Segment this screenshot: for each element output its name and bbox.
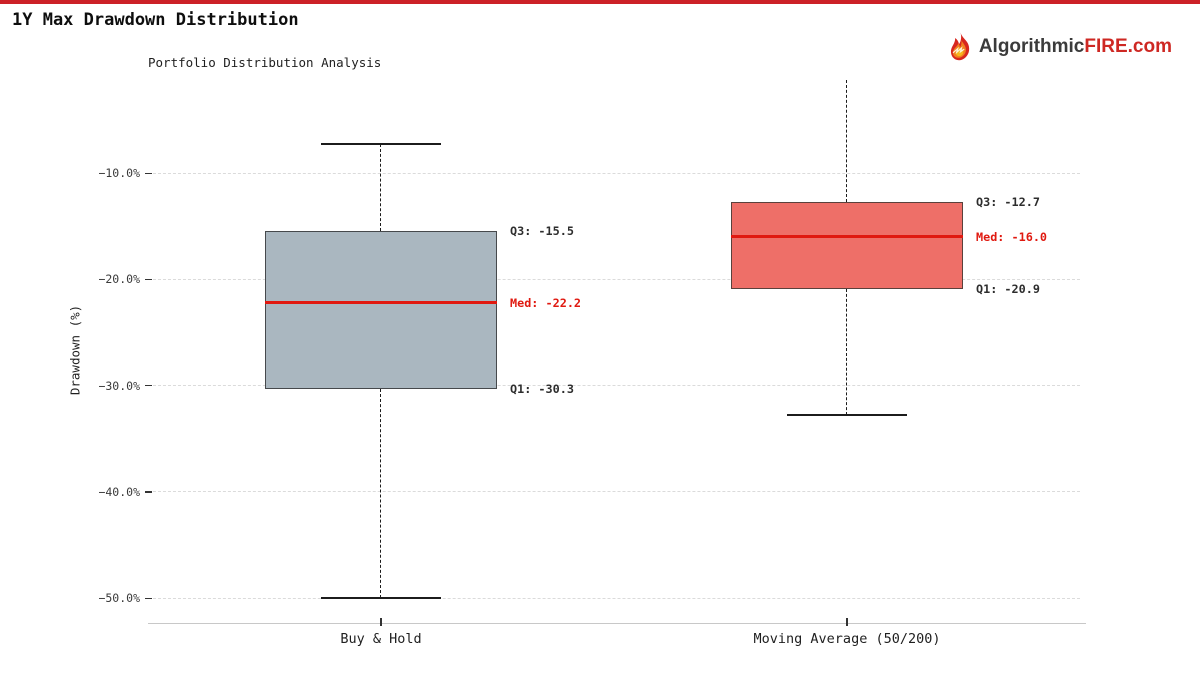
- x-tick-label: Moving Average (50/200): [753, 631, 941, 647]
- flame-icon: [948, 32, 974, 63]
- lower-whisker: [846, 288, 848, 416]
- median-annotation: Med: -16.0: [976, 229, 1048, 244]
- y-gridline: [148, 385, 1080, 386]
- median-line: [731, 235, 963, 239]
- brand-logo: AlgorithmicFIRE.com: [948, 31, 1172, 63]
- y-tick-mark: [145, 491, 152, 493]
- y-gridline: [148, 172, 1080, 174]
- y-tick-mark: [145, 385, 152, 387]
- y-tick-label: −40.0%: [98, 484, 140, 499]
- brand-text: AlgorithmicFIRE.com: [979, 36, 1172, 58]
- y-tick-label: −20.0%: [98, 272, 140, 287]
- x-tick-mark: [380, 618, 382, 626]
- y-tick-label: −30.0%: [98, 378, 140, 393]
- q1-annotation: Q1: -30.3: [510, 381, 574, 396]
- y-tick-mark: [145, 597, 152, 599]
- x-tick-label: Buy & Hold: [340, 631, 422, 647]
- y-gridline: [148, 278, 1080, 280]
- y-tick-mark: [145, 278, 152, 281]
- upper-whisker: [846, 80, 848, 202]
- y-gridline: [148, 491, 1080, 493]
- iqr-box: [265, 231, 497, 389]
- q3-annotation: Q3: -12.7: [976, 194, 1040, 209]
- q3-annotation: Q3: -15.5: [510, 224, 574, 239]
- upper-whisker: [380, 144, 382, 232]
- q1-annotation: Q1: -20.9: [976, 281, 1040, 296]
- page-top-accent-bar: [0, 0, 1200, 4]
- iqr-box: [731, 201, 963, 289]
- lower-whisker: [380, 388, 382, 598]
- lower-whisker-cap: [787, 414, 907, 417]
- y-tick-label: −50.0%: [98, 591, 140, 605]
- x-tick-mark: [846, 618, 848, 626]
- page-title: 1Y Max Drawdown Distribution: [12, 10, 299, 30]
- lower-whisker-cap: [321, 597, 441, 599]
- y-tick-label: −10.0%: [98, 166, 140, 180]
- brand-text-dark: Algorithmic: [978, 36, 1085, 57]
- y-tick-mark: [145, 172, 152, 174]
- x-axis-line: [148, 623, 1086, 624]
- median-annotation: Med: -22.2: [510, 295, 582, 310]
- brand-text-red: FIRE.com: [1084, 36, 1172, 57]
- upper-whisker-cap: [321, 143, 441, 146]
- chart-subtitle: Portfolio Distribution Analysis: [148, 55, 382, 70]
- y-gridline: [148, 597, 1080, 599]
- median-line: [265, 301, 497, 305]
